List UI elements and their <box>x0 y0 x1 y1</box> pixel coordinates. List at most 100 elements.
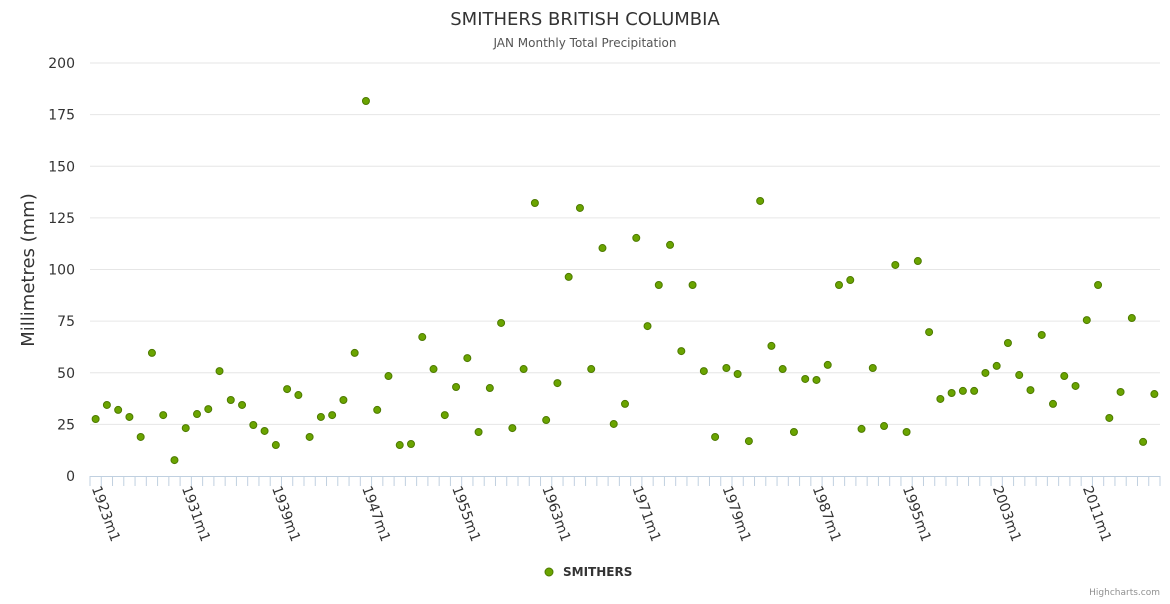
data-point[interactable] <box>204 405 213 414</box>
data-point[interactable] <box>688 280 697 289</box>
data-point[interactable] <box>1049 399 1057 408</box>
data-point[interactable] <box>598 244 607 253</box>
data-point[interactable] <box>823 360 832 369</box>
data-point[interactable] <box>778 365 787 374</box>
data-point[interactable] <box>384 372 393 381</box>
data-point[interactable] <box>756 196 765 205</box>
data-point[interactable] <box>812 375 821 384</box>
data-point[interactable] <box>1116 387 1125 396</box>
data-point[interactable] <box>181 424 190 433</box>
data-point[interactable] <box>1037 330 1046 339</box>
data-point[interactable] <box>801 374 810 383</box>
data-point[interactable] <box>1015 371 1024 380</box>
data-point[interactable] <box>632 233 641 242</box>
data-point[interactable] <box>463 354 472 363</box>
data-point[interactable] <box>767 341 776 350</box>
data-point[interactable] <box>339 396 348 405</box>
data-point[interactable] <box>260 426 269 435</box>
legend-item-smithers[interactable]: SMITHERS <box>544 565 632 579</box>
data-point[interactable] <box>316 412 325 421</box>
data-point[interactable] <box>485 384 494 393</box>
data-point[interactable] <box>711 432 720 441</box>
legend-marker <box>544 567 554 577</box>
data-point[interactable] <box>226 396 235 405</box>
data-point[interactable] <box>925 328 934 337</box>
data-point[interactable] <box>913 257 922 266</box>
data-point[interactable] <box>136 432 145 441</box>
data-point[interactable] <box>992 361 1001 370</box>
data-point[interactable] <box>587 365 596 374</box>
data-point[interactable] <box>1003 339 1012 348</box>
data-point[interactable] <box>789 428 798 437</box>
y-tick-label: 150 <box>48 159 75 175</box>
data-point[interactable] <box>564 272 573 281</box>
data-point[interactable] <box>215 367 224 376</box>
data-point[interactable] <box>440 411 449 420</box>
data-point[interactable] <box>429 365 438 374</box>
data-point[interactable] <box>947 388 956 397</box>
data-point[interactable] <box>159 411 168 420</box>
data-point[interactable] <box>305 432 314 441</box>
data-point[interactable] <box>102 400 111 409</box>
data-point[interactable] <box>395 441 404 450</box>
data-point[interactable] <box>147 348 156 357</box>
data-point[interactable] <box>294 391 303 400</box>
data-point[interactable] <box>328 411 337 420</box>
data-point[interactable] <box>1082 316 1091 325</box>
data-point[interactable] <box>621 399 629 408</box>
data-point[interactable] <box>519 365 528 374</box>
data-point[interactable] <box>283 385 292 394</box>
data-point[interactable] <box>846 276 855 285</box>
data-point[interactable] <box>835 280 843 289</box>
data-point[interactable] <box>1060 372 1069 381</box>
data-point[interactable] <box>609 419 618 428</box>
data-point[interactable] <box>654 280 663 289</box>
data-point[interactable] <box>575 203 584 212</box>
data-point[interactable] <box>677 347 686 356</box>
data-point[interactable] <box>91 415 100 424</box>
data-point[interactable] <box>508 424 517 433</box>
data-point[interactable] <box>1026 386 1035 395</box>
data-point[interactable] <box>666 240 675 249</box>
data-point[interactable] <box>857 424 866 433</box>
data-point[interactable] <box>271 441 280 450</box>
data-point[interactable] <box>553 379 562 388</box>
data-point[interactable] <box>1071 381 1080 390</box>
data-point[interactable] <box>474 428 483 437</box>
data-point[interactable] <box>733 369 742 378</box>
data-point[interactable] <box>407 439 415 448</box>
data-point[interactable] <box>114 405 123 414</box>
data-point[interactable] <box>1105 413 1114 422</box>
data-point[interactable] <box>249 420 258 429</box>
data-point[interactable] <box>936 394 945 403</box>
data-point[interactable] <box>970 386 979 395</box>
data-point[interactable] <box>361 96 370 105</box>
data-point[interactable] <box>1150 390 1159 399</box>
data-point[interactable] <box>891 260 900 269</box>
data-point[interactable] <box>722 364 731 373</box>
y-axis-title: Millimetres (mm) <box>18 193 39 347</box>
data-point[interactable] <box>452 382 461 391</box>
data-point[interactable] <box>373 405 382 414</box>
data-point[interactable] <box>125 412 134 421</box>
data-point[interactable] <box>238 400 247 409</box>
data-point[interactable] <box>744 437 753 446</box>
data-point[interactable] <box>880 422 889 431</box>
data-point[interactable] <box>193 410 201 419</box>
data-point[interactable] <box>1127 314 1136 323</box>
data-point[interactable] <box>170 456 179 465</box>
data-point[interactable] <box>530 199 539 208</box>
data-point[interactable] <box>542 416 551 425</box>
data-point[interactable] <box>699 367 708 376</box>
data-point[interactable] <box>418 333 427 342</box>
data-point[interactable] <box>1094 280 1103 289</box>
data-point[interactable] <box>643 322 652 331</box>
data-point[interactable] <box>981 368 990 377</box>
data-point[interactable] <box>902 428 911 437</box>
data-point[interactable] <box>1139 437 1148 446</box>
credits-link[interactable]: Highcharts.com <box>1089 588 1160 598</box>
data-point[interactable] <box>350 348 359 357</box>
data-point[interactable] <box>958 386 967 395</box>
data-point[interactable] <box>497 318 506 327</box>
data-point[interactable] <box>868 364 877 373</box>
